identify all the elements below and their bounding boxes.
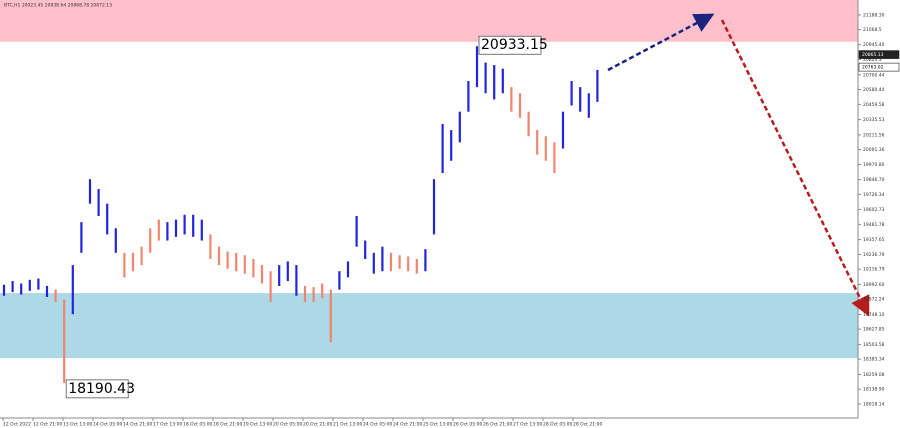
y-tick-label: 20580.44 bbox=[863, 87, 885, 93]
price-tag bbox=[858, 62, 900, 72]
x-tick-label: 20 Oct 05:00 bbox=[273, 422, 302, 428]
y-tick-label: 20335.53 bbox=[863, 117, 885, 123]
x-tick-label: 17 Oct 13:00 bbox=[153, 422, 182, 428]
y-tick-label: 18992.60 bbox=[863, 282, 885, 288]
x-tick-label: 19 Oct 13:00 bbox=[243, 422, 272, 428]
y-tick-label: 18748.10 bbox=[863, 312, 885, 318]
price-tag bbox=[858, 50, 900, 59]
annotation-box bbox=[478, 35, 542, 55]
y-tick-label: 20459.58 bbox=[863, 102, 885, 108]
x-tick-label: 20 Oct 21:00 bbox=[303, 422, 332, 428]
x-tick-label: 27 Oct 13:00 bbox=[513, 422, 542, 428]
x-tick-label: 25 Oct 13:00 bbox=[423, 422, 452, 428]
annotation-label: 18190.43 bbox=[68, 381, 135, 397]
x-tick-label: 24 Oct 05:00 bbox=[363, 422, 392, 428]
y-tick-label: 19116.79 bbox=[863, 267, 885, 273]
x-tick-label: 18 Oct 05:00 bbox=[183, 422, 212, 428]
y-tick-label: 19846.70 bbox=[863, 177, 885, 183]
y-tick-label: 20211.56 bbox=[863, 132, 885, 138]
target-zone bbox=[0, 293, 858, 359]
x-tick-label: 13 Oct 13:00 bbox=[63, 422, 92, 428]
y-tick-label: 20945.40 bbox=[863, 42, 885, 48]
y-tick-label: 21068.5 bbox=[863, 27, 882, 33]
forecast-arrow-down bbox=[720, 19, 870, 317]
y-tick-label: 20700.44 bbox=[863, 72, 885, 78]
y-tick-label: 20824.3 bbox=[863, 57, 882, 63]
y-tick-label: 18627.85 bbox=[863, 327, 885, 333]
y-tick-label: 19357.65 bbox=[863, 237, 885, 243]
x-tick-label: 14 Oct 05:00 bbox=[93, 422, 122, 428]
annotation-box bbox=[65, 379, 129, 399]
x-tick-label: 28 Oct 21:00 bbox=[573, 422, 602, 428]
x-tick-label: 14 Oct 21:00 bbox=[123, 422, 152, 428]
y-tick-label: 19236.79 bbox=[863, 252, 885, 258]
x-tick-label: 24 Oct 21:00 bbox=[393, 422, 422, 428]
y-tick-label: 18872.24 bbox=[863, 297, 885, 303]
x-tick-label: 18 Oct 21:00 bbox=[213, 422, 242, 428]
x-tick-label: 26 Oct 05:00 bbox=[453, 422, 482, 428]
annotation-label: 20933.15 bbox=[481, 37, 548, 53]
x-tick-label: 26 Oct 21:00 bbox=[483, 422, 512, 428]
price-tag-label: 20763.02 bbox=[862, 65, 884, 71]
y-tick-label: 19602.73 bbox=[863, 207, 885, 213]
y-tick-label: 19726.34 bbox=[863, 192, 885, 198]
forecast-arrow-up bbox=[607, 13, 715, 72]
x-tick-label: 21 Oct 13:00 bbox=[333, 422, 362, 428]
x-tick-label: 28 Oct 05:00 bbox=[543, 422, 572, 428]
y-tick-label: 18259.08 bbox=[863, 372, 885, 378]
y-tick-label: 20091.36 bbox=[863, 147, 885, 153]
x-tick-label: 12 Oct 2022 bbox=[3, 422, 31, 428]
y-tick-label: 18503.58 bbox=[863, 342, 885, 348]
y-tick-label: 18383.34 bbox=[863, 357, 885, 363]
y-tick-label: 18018.14 bbox=[863, 401, 885, 407]
x-tick-label: 12 Oct 21:00 bbox=[33, 422, 62, 428]
y-tick-label: 19970.80 bbox=[863, 162, 885, 168]
y-tick-label: 21188.30 bbox=[863, 12, 885, 18]
y-tick-label: 18138.90 bbox=[863, 387, 885, 393]
symbol-header: BTC,H1 20923.45 20938.64 20868.78 20872.… bbox=[4, 3, 112, 9]
y-tick-label: 19481.78 bbox=[863, 222, 885, 228]
price-tag-label: 20865.13 bbox=[862, 52, 884, 58]
target-zone bbox=[0, 0, 858, 42]
